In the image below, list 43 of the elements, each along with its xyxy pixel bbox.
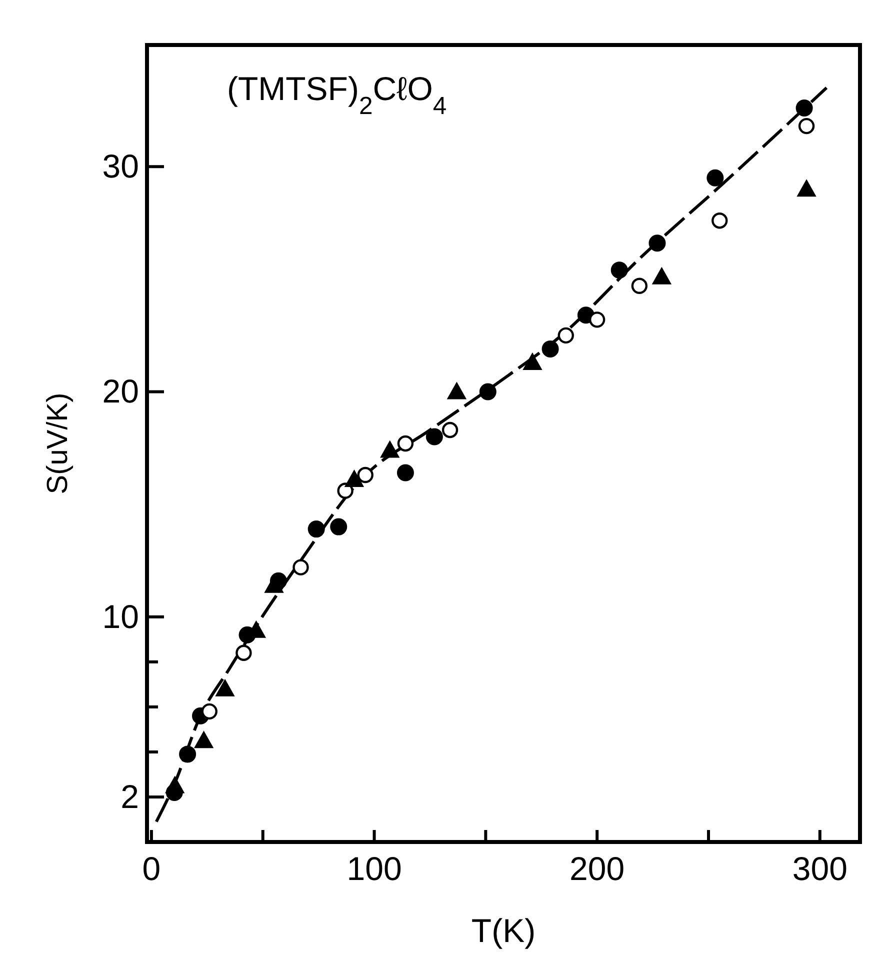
point xyxy=(344,470,364,488)
point xyxy=(652,267,672,284)
point xyxy=(165,776,184,794)
point xyxy=(426,428,443,446)
point xyxy=(292,559,309,576)
annotation: (TMTSF)$_{2}$CℓO$_{4}$ xyxy=(227,70,447,120)
point xyxy=(236,644,252,661)
point xyxy=(648,234,666,252)
x-tick-label: 200 xyxy=(570,850,625,887)
point xyxy=(522,352,542,370)
point xyxy=(330,518,348,536)
point xyxy=(797,180,816,197)
point xyxy=(179,746,196,763)
point xyxy=(442,422,458,438)
point xyxy=(798,118,815,134)
point xyxy=(337,482,354,499)
point xyxy=(396,464,414,482)
point xyxy=(201,703,218,720)
point xyxy=(357,466,374,484)
point xyxy=(712,212,728,229)
point xyxy=(558,327,574,344)
y-tick-label: 30 xyxy=(102,148,139,185)
point xyxy=(796,100,813,117)
point xyxy=(194,731,214,748)
x-tick-label: 100 xyxy=(346,850,402,887)
point xyxy=(479,383,496,400)
y-tick-label: 20 xyxy=(102,372,139,410)
point xyxy=(588,312,606,328)
point xyxy=(706,169,724,186)
point xyxy=(397,435,414,452)
y-tick-label: 10 xyxy=(102,598,139,635)
point xyxy=(380,440,400,458)
point xyxy=(542,340,559,358)
y-axis-title: S(uV/K) xyxy=(42,392,74,494)
point xyxy=(308,520,325,538)
point xyxy=(215,679,234,696)
x-axis-title: T(K) xyxy=(471,912,536,949)
x-tick-label: 0 xyxy=(142,850,161,887)
point xyxy=(447,382,466,400)
point xyxy=(631,278,648,294)
x-tick-label: 300 xyxy=(792,850,848,887)
y-tick-label: 2 xyxy=(120,778,139,815)
point xyxy=(610,262,628,279)
